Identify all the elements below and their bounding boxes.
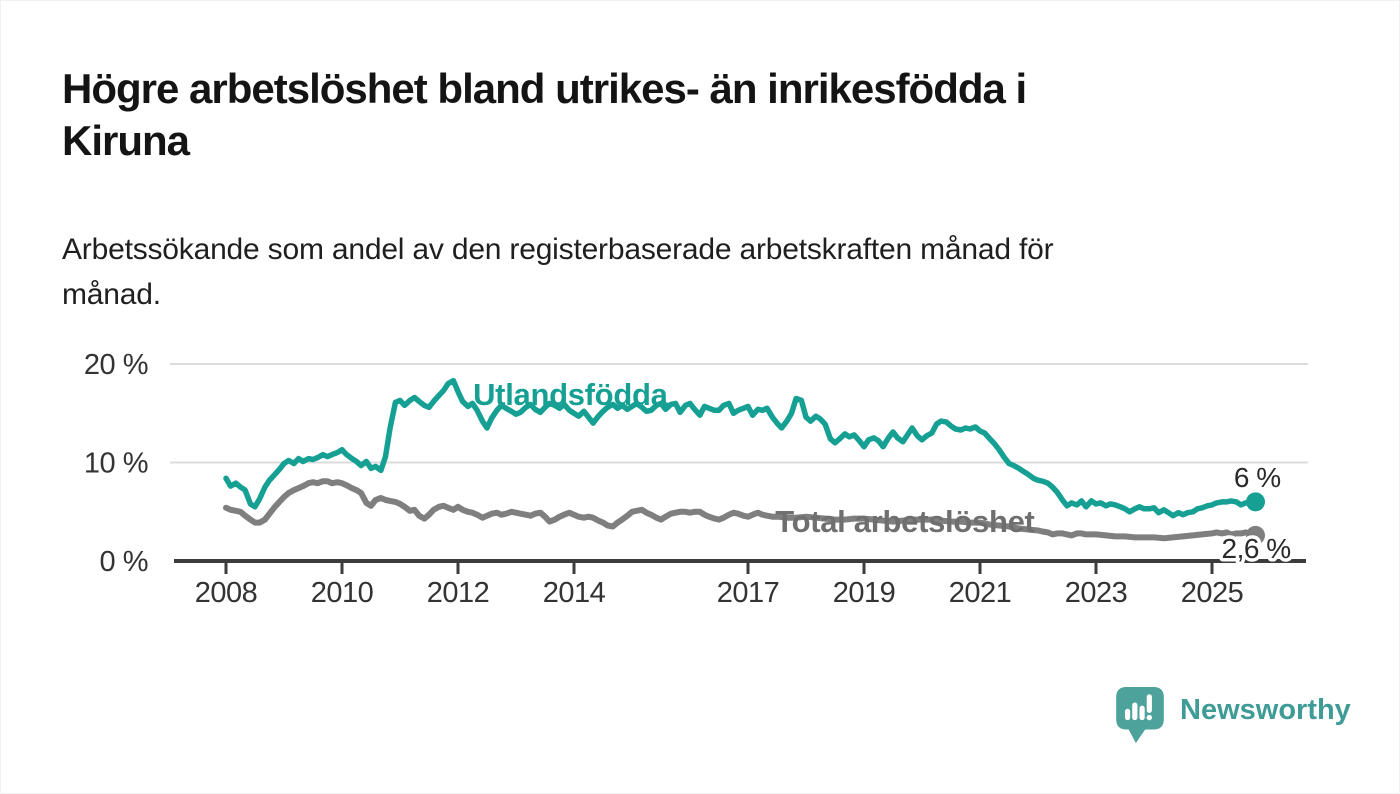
x-axis-label-2012: 2012 xyxy=(427,577,490,609)
x-axis-label-2008: 2008 xyxy=(195,577,258,609)
x-axis-label-2025: 2025 xyxy=(1181,577,1244,609)
x-axis-label-2014: 2014 xyxy=(543,577,606,609)
y-axis-label-0: 0 % xyxy=(100,546,148,578)
annotation-2-6-: 2,6 % xyxy=(1222,533,1291,564)
logo-bar-3 xyxy=(1139,705,1145,720)
series-end-dot-utlandsfodda xyxy=(1246,492,1265,512)
x-axis-label-2019: 2019 xyxy=(833,577,896,609)
bar-chart-speech-bubble-icon xyxy=(1116,686,1164,743)
annotation-6-: 6 % xyxy=(1234,462,1281,493)
x-axis-label-2010: 2010 xyxy=(311,577,374,609)
x-axis-label-2021: 2021 xyxy=(949,577,1012,609)
annotation-total-arbetsl-shet: Total arbetslöshet xyxy=(775,504,1034,539)
annotation-utlandsf-dda: Utlandsfödda xyxy=(473,377,669,412)
logo-bar-1 xyxy=(1124,708,1131,720)
series-line-utlandsfodda xyxy=(223,377,1259,519)
x-axis-label-2023: 2023 xyxy=(1065,577,1128,609)
logo-exclamation-bar xyxy=(1146,693,1152,713)
page-title: Högre arbetslöshet bland utrikes- än inr… xyxy=(62,63,1262,167)
series-end-dot-total xyxy=(1246,525,1265,545)
newsworthy-logo: Newsworthy xyxy=(1116,686,1351,744)
y-axis-label-10: 10 % xyxy=(84,448,148,480)
y-axis-label-20: 20 % xyxy=(84,349,148,381)
page-subtitle-line-1: Arbetssökande som andel av den registerb… xyxy=(62,233,1054,266)
page-subtitle: Arbetssökande som andel av den registerb… xyxy=(62,227,1262,317)
logo-exclamation-dot xyxy=(1146,714,1153,720)
brand-name: Newsworthy xyxy=(1180,693,1351,726)
series-line-total xyxy=(223,478,1259,542)
x-axis-label-2017: 2017 xyxy=(717,577,780,609)
page-title-line-1: Högre arbetslöshet bland utrikes- än inr… xyxy=(62,65,1027,112)
page-title-line-2: Kiruna xyxy=(62,117,190,164)
page-subtitle-line-2: månad. xyxy=(62,278,161,311)
logo-bar-2 xyxy=(1132,702,1138,720)
